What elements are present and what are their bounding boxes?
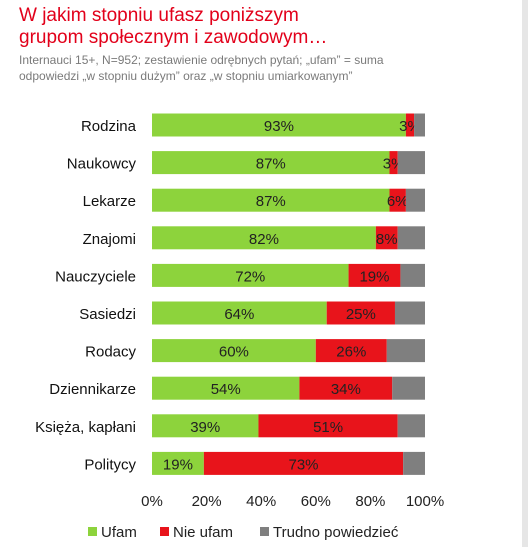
chart-title-line-1: W jakim stopniu ufasz poniższym — [19, 5, 299, 26]
bar-segment-nie-ufam — [375, 226, 398, 250]
bar-segment-nie-ufam — [203, 451, 404, 475]
x-tick-label: 40% — [246, 493, 276, 510]
data-label: 25% — [346, 306, 376, 323]
category-label: Sasiedzi — [79, 306, 136, 323]
chart-title: W jakim stopniu ufasz poniższym grupom s… — [19, 5, 509, 49]
data-label: 73% — [288, 456, 318, 473]
category-label: Nauczyciele — [55, 268, 136, 285]
legend-swatch — [160, 527, 169, 536]
bar-segment-ufam — [152, 188, 390, 212]
bar-segment-nie-ufam — [389, 188, 406, 212]
data-label: 26% — [336, 344, 366, 361]
bar-segment-ufam — [152, 339, 316, 363]
bar-segment-trudno — [405, 188, 425, 212]
chart-subtitle-line-2: odpowiedzi „w stopniu dużym” oraz „w sto… — [19, 69, 353, 83]
category-label: Dziennikarze — [49, 381, 136, 398]
data-label: 87% — [256, 156, 286, 173]
bar-segment-nie-ufam — [348, 263, 401, 287]
bar-segment-ufam — [152, 376, 300, 400]
data-label: 54% — [211, 381, 241, 398]
legend-swatch — [260, 527, 269, 536]
bar-segment-nie-ufam — [299, 376, 393, 400]
data-label: 82% — [249, 231, 279, 248]
bar-segment-ufam — [152, 414, 259, 438]
data-label: 87% — [256, 193, 286, 210]
chart-title-line-2: grupom społecznym i zawodowym… — [19, 27, 328, 48]
data-label: 19% — [163, 456, 193, 473]
category-label: Rodacy — [85, 344, 136, 361]
x-tick-label: 20% — [192, 493, 222, 510]
data-label: 6% — [387, 193, 409, 210]
bar-segment-ufam — [152, 151, 390, 175]
bar-segment-ufam — [152, 451, 204, 475]
category-label: Znajomi — [83, 231, 136, 248]
bar-segment-ufam — [152, 301, 327, 325]
bar-segment-trudno — [397, 151, 425, 175]
bar-segment-trudno — [414, 113, 425, 137]
category-label: Księża, kapłani — [35, 419, 136, 436]
bar-segment-trudno — [403, 451, 425, 475]
bar-segment-ufam — [152, 113, 406, 137]
data-label: 64% — [224, 306, 254, 323]
legend-label: Nie ufam — [173, 524, 233, 541]
legend-label: Ufam — [101, 524, 137, 541]
page-edge — [522, 0, 528, 547]
bar-segment-trudno — [400, 263, 425, 287]
data-label: 34% — [331, 381, 361, 398]
data-label: 60% — [219, 344, 249, 361]
legend-swatch — [88, 527, 97, 536]
bar-segment-nie-ufam — [315, 339, 387, 363]
bar-segment-trudno — [397, 414, 425, 438]
category-label: Politycy — [84, 456, 136, 473]
bar-segment-ufam — [152, 263, 349, 287]
x-tick-label: 80% — [355, 493, 385, 510]
bar-segment-nie-ufam — [405, 113, 415, 137]
bar-segment-nie-ufam — [326, 301, 395, 325]
category-label: Lekarze — [83, 193, 136, 210]
data-label: 93% — [264, 118, 294, 135]
data-label: 51% — [313, 419, 343, 436]
x-tick-label: 60% — [301, 493, 331, 510]
chart-subtitle: Internauci 15+, N=952; zestawienie odręb… — [19, 52, 514, 84]
bar-segment-trudno — [397, 226, 425, 250]
data-label: 19% — [359, 268, 389, 285]
legend-label: Trudno powiedzieć — [273, 524, 399, 541]
x-tick-label: 0% — [141, 493, 163, 510]
bar-segment-nie-ufam — [389, 151, 398, 175]
chart-subtitle-line-1: Internauci 15+, N=952; zestawienie odręb… — [19, 53, 384, 67]
x-tick-label: 100% — [406, 493, 444, 510]
data-label: 8% — [376, 231, 398, 248]
bar-segment-trudno — [386, 339, 425, 363]
category-label: Rodzina — [81, 118, 137, 135]
data-label: 72% — [235, 268, 265, 285]
bar-segment-trudno — [392, 376, 425, 400]
data-label: 39% — [190, 419, 220, 436]
bar-segment-trudno — [394, 301, 425, 325]
bar-segment-ufam — [152, 226, 376, 250]
bar-segment-nie-ufam — [258, 414, 398, 438]
category-label: Naukowcy — [67, 156, 137, 173]
